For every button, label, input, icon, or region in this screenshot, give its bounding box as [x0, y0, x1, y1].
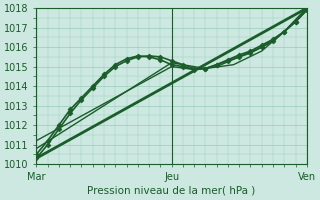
X-axis label: Pression niveau de la mer( hPa ): Pression niveau de la mer( hPa )	[87, 186, 256, 196]
